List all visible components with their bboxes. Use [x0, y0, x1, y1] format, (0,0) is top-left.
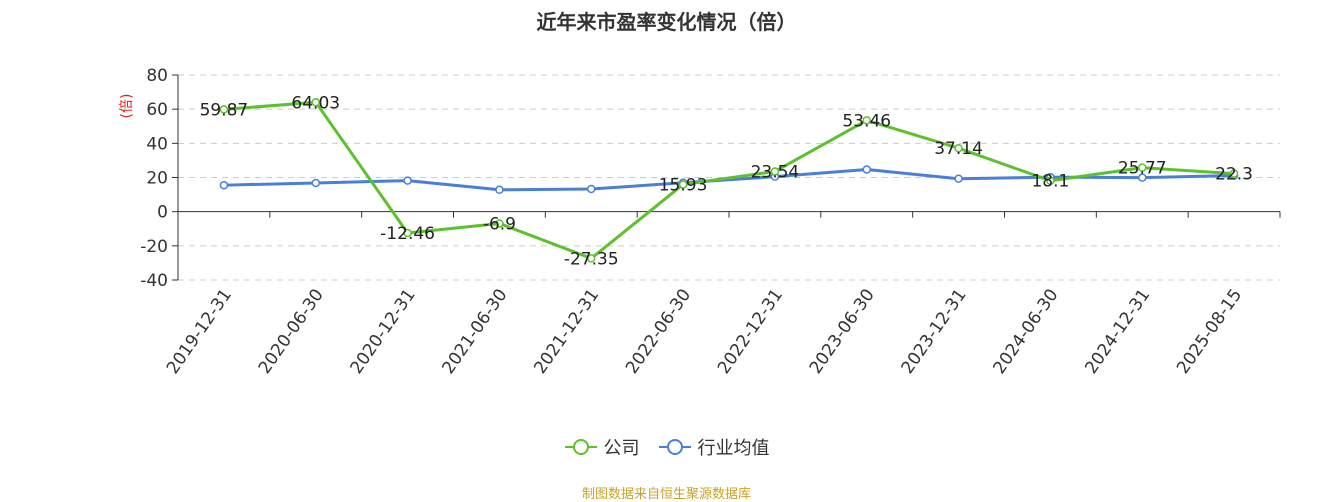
data-point-company	[403, 228, 412, 238]
x-tick-label: 2019-12-31	[163, 285, 236, 377]
x-tick-label: 2023-06-30	[806, 285, 879, 377]
data-label-company: 25.77	[1118, 159, 1167, 179]
y-tick-label: 40	[146, 134, 168, 154]
data-labels: 59.87 64.03 -12.46 -6.9 -27.35 15.93 23.54 53.4…	[200, 93, 1253, 269]
x-tick-label: 2020-12-31	[347, 285, 420, 377]
data-point-company	[219, 105, 229, 114]
x-tick-label: 2021-06-30	[438, 285, 511, 377]
legend-item-company[interactable]: 公司	[564, 434, 640, 460]
data-point-industry-avg	[219, 180, 229, 190]
x-tick-label: 2024-06-30	[989, 285, 1062, 377]
chart-legend: 公司 行业均值	[0, 434, 1333, 460]
x-tick-label: 2022-06-30	[622, 285, 695, 377]
data-point-industry-avg	[311, 178, 320, 188]
x-tick-label: 2022-12-31	[714, 285, 787, 377]
series-lines	[219, 98, 1239, 263]
legend-company-marker-icon	[564, 439, 597, 455]
data-point-company	[678, 180, 688, 189]
data-point-industry-avg	[587, 184, 596, 194]
x-tick-label: 2021-12-31	[530, 285, 603, 377]
data-label-company: 18.1	[1031, 172, 1069, 192]
legend-industry-avg-label: 行业均值	[697, 438, 770, 459]
data-point-company	[311, 98, 320, 107]
data-point-company	[587, 254, 596, 263]
y-tick-label: 60	[146, 100, 168, 120]
data-label-company: 53.46	[842, 111, 891, 131]
series-line-company	[223, 100, 1235, 260]
data-label-company: 64.03	[291, 93, 340, 113]
legend-company-label: 公司	[603, 438, 640, 459]
data-label-company: 22.3	[1215, 165, 1253, 185]
data-label-company: -12.46	[380, 224, 435, 244]
x-tick-label: 2024-12-31	[1081, 285, 1154, 377]
chart-title: 近年来市盈率变化情况（倍）	[536, 10, 797, 34]
data-point-industry-avg	[403, 176, 412, 185]
data-point-company	[495, 219, 504, 228]
x-tick-label: 2020-06-30	[255, 285, 328, 377]
y-axis-title: (倍)	[119, 94, 135, 119]
x-tick-label: 2023-12-31	[898, 285, 971, 377]
y-tick-label: -40	[140, 271, 168, 291]
data-point-industry-avg	[954, 174, 963, 183]
data-label-company: 23.54	[751, 162, 800, 182]
legend-industry-marker-icon	[658, 439, 691, 455]
y-tick-label: 80	[146, 66, 168, 86]
y-tick-label: -20	[140, 237, 168, 257]
data-point-company	[1138, 163, 1147, 172]
y-tick-label: 20	[146, 169, 168, 189]
data-point-company	[1229, 169, 1239, 178]
data-label-company: 15.93	[659, 175, 708, 195]
data-label-company: 59.87	[200, 100, 249, 120]
y-tick-label: 0	[157, 203, 168, 223]
data-point-company	[1046, 176, 1055, 185]
data-point-company	[770, 167, 780, 176]
data-label-company: 37.14	[934, 139, 983, 159]
data-point-industry-avg	[862, 165, 871, 174]
data-point-company	[862, 116, 871, 125]
data-source-note: 制图数据来自恒生聚源数据库	[581, 487, 751, 502]
data-label-company: -6.9	[483, 214, 516, 234]
data-point-industry-avg	[495, 185, 504, 195]
data-point-company	[954, 143, 963, 153]
data-point-industry-avg	[1138, 173, 1147, 182]
legend-item-industry-avg[interactable]: 行业均值	[658, 434, 770, 460]
x-tick-label: 2025-08-15	[1173, 285, 1246, 377]
data-label-company: -27.35	[564, 249, 619, 269]
